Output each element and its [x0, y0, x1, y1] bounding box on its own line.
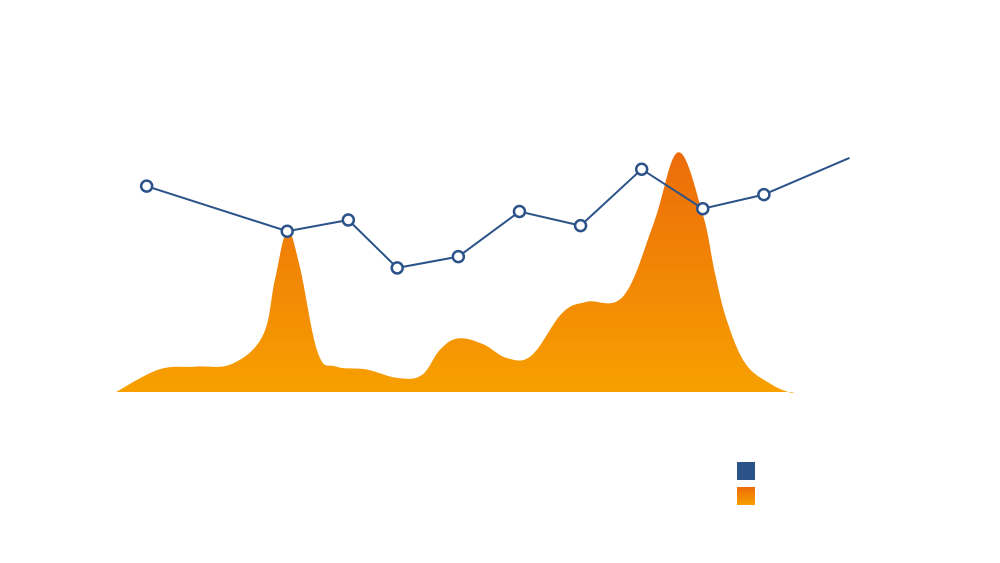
line-point: [573, 218, 588, 233]
line-point: [696, 201, 710, 216]
area-series: [116, 152, 795, 393]
line-point: [512, 204, 527, 219]
line-point: [634, 162, 649, 176]
line-path: [146, 157, 850, 269]
legend: [737, 462, 755, 505]
line-point: [280, 224, 294, 239]
line-point: [451, 249, 466, 264]
legend-swatch-line: [737, 462, 755, 480]
line-point: [139, 179, 154, 193]
line-point: [390, 261, 404, 275]
line-point: [757, 187, 771, 202]
area-fill: [116, 152, 795, 393]
line-point: [341, 213, 356, 227]
line-series: [139, 157, 850, 275]
legend-swatch-area: [737, 487, 755, 505]
